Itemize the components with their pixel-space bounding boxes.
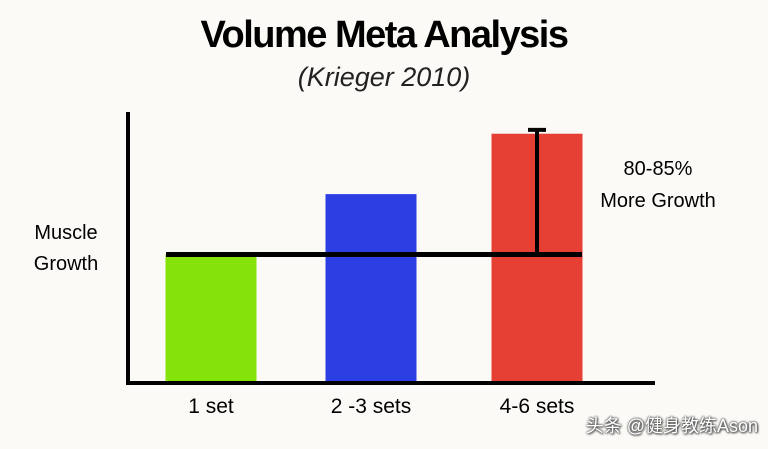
x-tick-label-2: 2 -3 sets [331,395,412,418]
x-tick-label-3: 4-6 sets [500,395,575,418]
x-tick-label-1: 1 set [188,395,234,418]
annotation-line-1: 80-85% [623,158,693,180]
chart-title: Volume Meta Analysis [200,14,569,56]
bar-2 [325,194,417,383]
error-bar-group [528,127,546,255]
bar-1 [165,254,257,383]
watermark: 头条 @健身教练Ason [585,416,758,436]
growth-annotation: 80-85% More Growth [578,153,738,217]
bars-group [165,133,583,383]
x-tick-labels: 1 set 2 -3 sets 4-6 sets [188,395,574,418]
chart-subtitle: (Krieger 2010) [297,62,471,92]
annotation-line-2: More Growth [600,190,716,212]
y-axis-label: Muscle Growth [16,218,116,280]
y-axis-label-text: Muscle Growth [33,222,99,275]
